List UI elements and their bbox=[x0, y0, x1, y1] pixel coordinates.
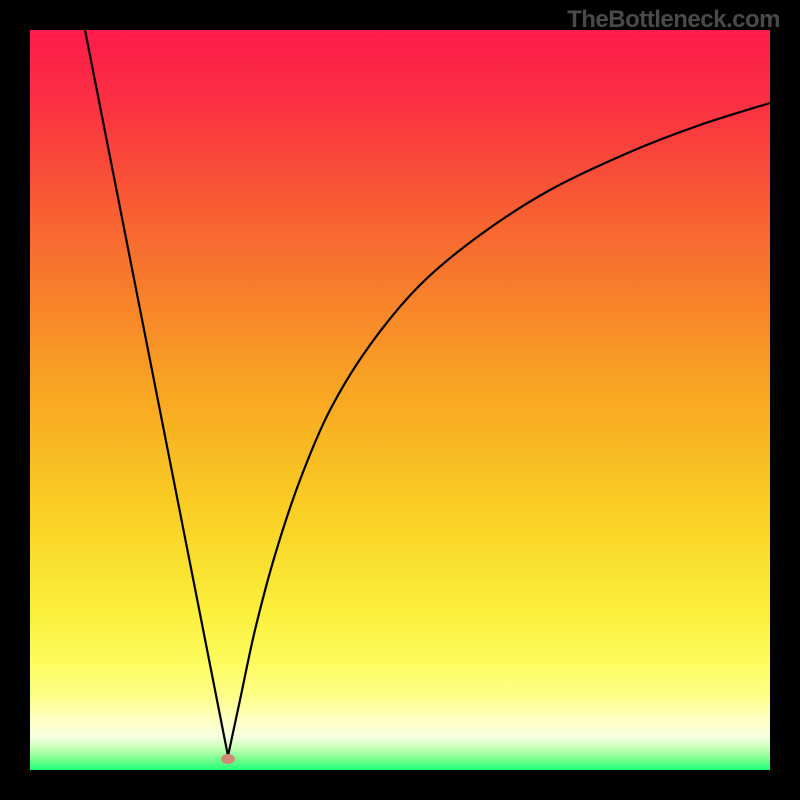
chart-outer-frame: TheBottleneck.com bbox=[0, 0, 800, 800]
curve-left-branch bbox=[85, 30, 228, 756]
bottleneck-minimum-marker bbox=[221, 754, 235, 764]
bottleneck-curve-layer bbox=[30, 30, 770, 770]
plot-area bbox=[30, 30, 770, 770]
curve-right-branch bbox=[228, 103, 770, 756]
